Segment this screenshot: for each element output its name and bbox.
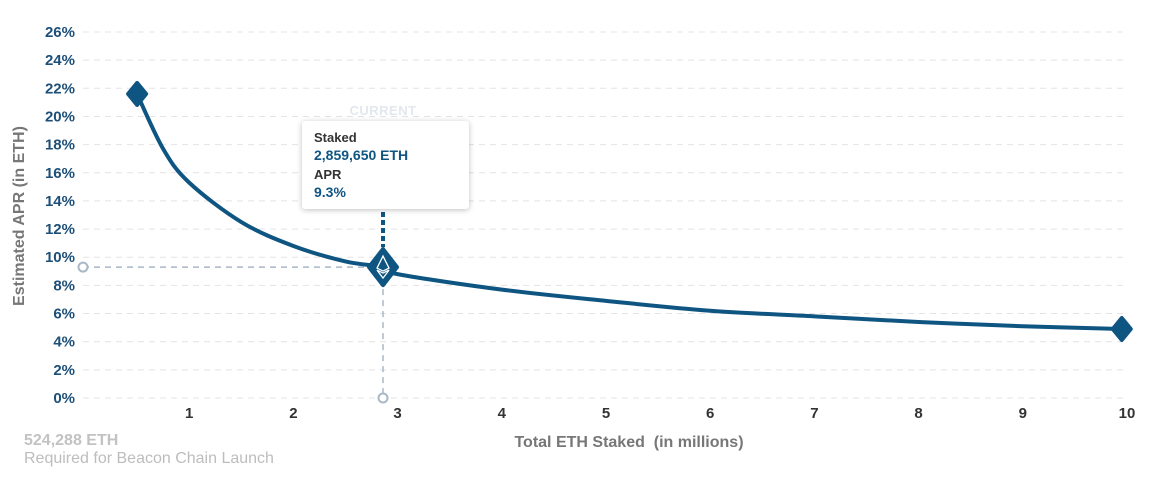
y-tick-label: 6% bbox=[53, 306, 75, 323]
beacon-chain-footnote: 524,288 ETH Required for Beacon Chain La… bbox=[24, 432, 274, 468]
footnote-label: Required for Beacon Chain Launch bbox=[24, 450, 274, 467]
y-tick-label: 4% bbox=[53, 334, 75, 351]
eth-icon bbox=[376, 254, 390, 272]
y-axis-ticks: 0% 2% 4% 6% 8% 10% 12% 14% 16% 18% 20% 22% 24% 26% bbox=[45, 24, 75, 407]
current-guides bbox=[77, 212, 389, 404]
y-tick-label: 20% bbox=[45, 108, 75, 125]
x-axis-title: Total ETH Staked (in millions) bbox=[514, 434, 743, 451]
y-axis-title: Estimated APR (in ETH) bbox=[11, 126, 28, 306]
y-tick-label: 18% bbox=[45, 137, 75, 154]
y-axis-guide-dot bbox=[77, 261, 89, 273]
point-markers bbox=[126, 80, 1133, 343]
y-tick-label: 16% bbox=[45, 165, 75, 182]
current-point-marker bbox=[367, 247, 400, 288]
tooltip-apr-label: APR bbox=[314, 167, 342, 182]
x-tick-label: 2 bbox=[289, 405, 297, 422]
y-tick-label: 14% bbox=[45, 193, 75, 210]
x-tick-label: 3 bbox=[393, 405, 401, 422]
x-tick-label: 7 bbox=[810, 405, 818, 422]
x-tick-label: 10 bbox=[1119, 405, 1136, 422]
x-axis-guide-dot bbox=[377, 392, 389, 404]
tooltip-staked-value: 2,859,650 ETH bbox=[314, 147, 409, 163]
end-point-marker bbox=[1110, 316, 1133, 343]
x-tick-label: 4 bbox=[498, 405, 507, 422]
tooltip-apr-value: 9.3% bbox=[314, 184, 346, 200]
y-tick-label: 0% bbox=[53, 390, 75, 407]
apr-curve bbox=[135, 91, 1124, 332]
current-tooltip: Staked 2,859,650 ETH APR 9.3% bbox=[302, 121, 469, 209]
start-point-marker bbox=[126, 80, 149, 107]
eth-icon-lower bbox=[376, 269, 390, 280]
y-tick-label: 22% bbox=[45, 80, 75, 97]
footnote-value: 524,288 ETH bbox=[24, 432, 119, 449]
y-tick-label: 2% bbox=[53, 362, 75, 379]
y-tick-label: 8% bbox=[53, 277, 75, 294]
y-tick-label: 10% bbox=[45, 249, 75, 266]
x-tick-label: 5 bbox=[602, 405, 610, 422]
y-tick-label: 26% bbox=[45, 24, 75, 41]
x-tick-label: 8 bbox=[914, 405, 922, 422]
grid-lines bbox=[83, 31, 1128, 399]
x-axis-ticks: 1 2 3 4 5 6 7 8 9 10 bbox=[185, 405, 1135, 422]
x-tick-label: 9 bbox=[1019, 405, 1027, 422]
x-tick-label: 6 bbox=[706, 405, 714, 422]
x-tick-label: 1 bbox=[185, 405, 193, 422]
tooltip-staked-label: Staked bbox=[314, 130, 357, 145]
y-tick-label: 12% bbox=[45, 221, 75, 238]
current-marker-label: CURRENT bbox=[349, 103, 416, 118]
y-tick-label: 24% bbox=[45, 52, 75, 69]
